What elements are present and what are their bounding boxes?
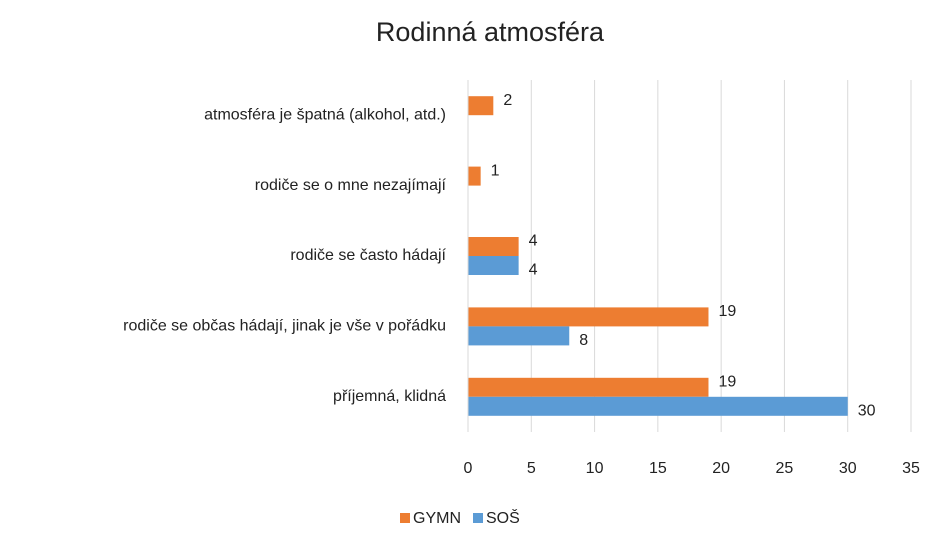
x-tick-label: 30 <box>839 460 857 477</box>
x-tick-label: 35 <box>902 460 920 477</box>
x-tick-label: 20 <box>712 460 730 477</box>
x-tick-label: 0 <box>464 460 473 477</box>
bar <box>468 256 519 275</box>
data-label: 2 <box>503 92 512 109</box>
data-label: 19 <box>718 303 736 320</box>
bar <box>468 166 481 186</box>
y-tick-label: rodiče se často hádají <box>290 247 446 264</box>
data-label: 30 <box>858 403 876 420</box>
data-label: 4 <box>529 262 538 279</box>
bar <box>468 96 494 116</box>
x-tick-label: 25 <box>776 460 794 477</box>
bar <box>468 326 570 346</box>
legend-swatch <box>400 513 410 523</box>
y-tick-label: rodiče se občas hádají, jinak je vše v p… <box>123 318 446 335</box>
data-label: 4 <box>529 233 538 250</box>
x-tick-label: 5 <box>527 460 536 477</box>
data-label: 1 <box>491 162 500 179</box>
legend-label: SOŠ <box>486 508 520 527</box>
bar <box>468 396 848 416</box>
x-tick-label: 15 <box>649 460 667 477</box>
y-tick-label: příjemná, klidná <box>333 388 446 405</box>
data-label: 8 <box>579 332 588 349</box>
y-tick-label: rodiče se o mne nezajímají <box>255 177 447 194</box>
chart-title: Rodinná atmosféra <box>376 17 605 47</box>
legend-label: GYMN <box>413 510 461 527</box>
bar <box>468 377 709 397</box>
data-label: 19 <box>718 374 736 391</box>
x-tick-label: 10 <box>586 460 604 477</box>
bar <box>468 307 709 327</box>
bar <box>468 237 519 256</box>
y-tick-label: atmosféra je špatná (alkohol, atd.) <box>204 106 446 123</box>
legend-swatch <box>473 513 483 523</box>
